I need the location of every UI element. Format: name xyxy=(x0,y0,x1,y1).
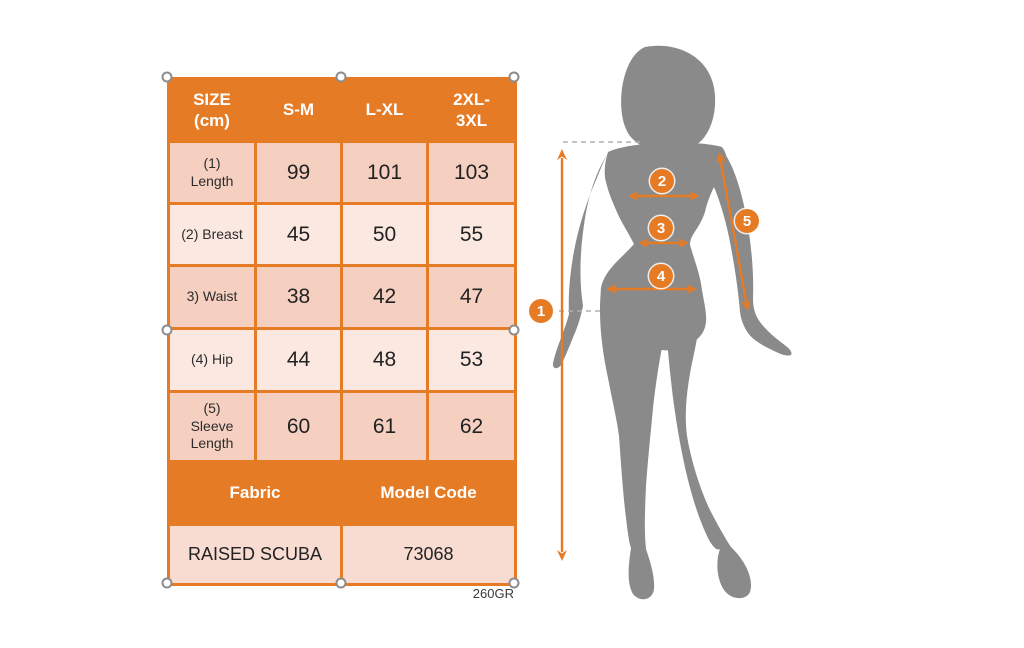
arrowhead xyxy=(606,284,617,294)
selection-handle-top-left[interactable] xyxy=(161,71,173,83)
value-cell: 103 xyxy=(426,140,517,205)
selection-handle-bottom-middle[interactable] xyxy=(335,577,347,589)
selection-handle-bottom-right[interactable] xyxy=(508,577,520,589)
value-cell: 44 xyxy=(254,327,343,393)
model-code-value-cell: 73068 xyxy=(340,523,517,586)
measure-badge-3: 3 xyxy=(649,216,673,240)
value-cell: 48 xyxy=(340,327,429,393)
selection-handle-top-middle[interactable] xyxy=(335,71,347,83)
selection-handle-middle-right[interactable] xyxy=(508,324,520,336)
col-header-lxl: L-XL xyxy=(340,77,429,143)
model-code-header-cell: Model Code xyxy=(340,460,517,526)
measure-arrow-sleeve xyxy=(719,159,748,304)
measure-badge-5: 5 xyxy=(735,209,759,233)
measure-badge-2: 2 xyxy=(650,169,674,193)
left-leg-shape xyxy=(599,287,664,600)
arrowhead xyxy=(686,284,697,294)
value-cell: 42 xyxy=(340,264,429,330)
value-cell: 53 xyxy=(426,327,517,393)
body-silhouette xyxy=(552,45,792,600)
selection-handle-top-right[interactable] xyxy=(508,71,520,83)
size-chart-table[interactable]: SIZE (cm) S-M L-XL 2XL- 3XL (1) Length 9… xyxy=(167,77,517,586)
arrowhead xyxy=(716,152,727,164)
value-cell: 55 xyxy=(426,202,517,267)
size-unit-header-cell: SIZE (cm) xyxy=(167,77,257,143)
left-arm-shape xyxy=(552,155,607,369)
value-cell: 50 xyxy=(340,202,429,267)
head-shape xyxy=(621,45,716,152)
fabric-value-cell: RAISED SCUBA xyxy=(167,523,343,586)
value-cell: 62 xyxy=(426,390,517,463)
col-header-2xl3xl: 2XL- 3XL xyxy=(426,77,517,143)
measure-badge-4: 4 xyxy=(649,264,673,288)
arrowhead xyxy=(638,238,649,248)
arrowhead xyxy=(678,238,689,248)
row-label-waist: 3) Waist xyxy=(167,264,257,330)
measure-badge-1: 1 xyxy=(529,299,553,323)
selection-handle-middle-left[interactable] xyxy=(161,324,173,336)
arrowhead xyxy=(557,550,567,561)
right-arm-shape xyxy=(709,150,792,356)
arrowhead xyxy=(628,191,639,201)
selection-handle-bottom-left[interactable] xyxy=(161,577,173,589)
value-cell: 61 xyxy=(340,390,429,463)
weight-note: 260GR xyxy=(472,586,514,601)
value-cell: 45 xyxy=(254,202,343,267)
arrowhead xyxy=(740,299,751,311)
value-cell: 60 xyxy=(254,390,343,463)
measure-arrows xyxy=(557,149,751,561)
arrowhead xyxy=(557,149,567,160)
row-label-length: (1) Length xyxy=(167,140,257,205)
value-cell: 38 xyxy=(254,264,343,330)
value-cell: 99 xyxy=(254,140,343,205)
arrowhead xyxy=(689,191,700,201)
value-cell: 47 xyxy=(426,264,517,330)
row-label-breast: (2) Breast xyxy=(167,202,257,267)
right-leg-shape xyxy=(663,292,752,599)
fabric-header-cell: Fabric xyxy=(167,460,343,526)
col-header-sm: S-M xyxy=(254,77,343,143)
row-label-hip: (4) Hip xyxy=(167,327,257,393)
row-label-sleeve: (5) Sleeve Length xyxy=(167,390,257,463)
value-cell: 101 xyxy=(340,140,429,205)
